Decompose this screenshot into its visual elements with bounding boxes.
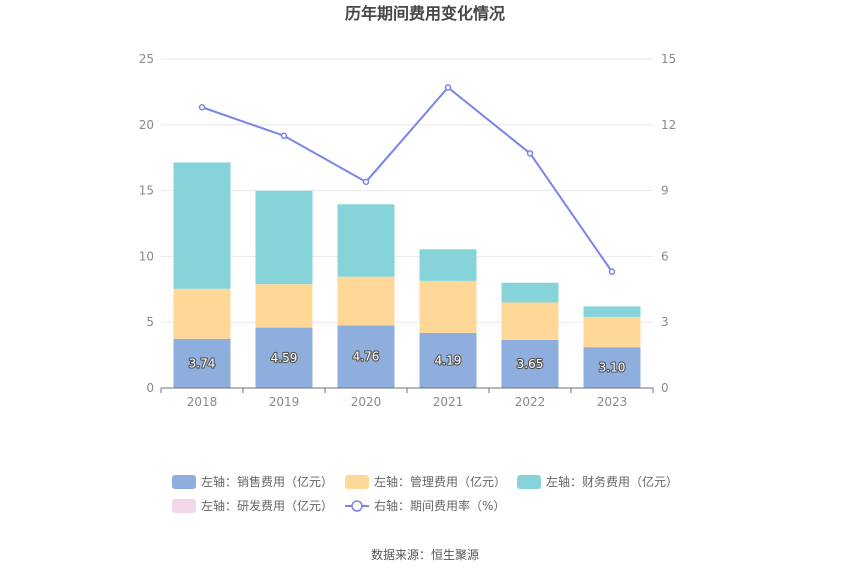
x-tick-label: 2020 (351, 395, 382, 409)
x-axis: 2018 2019 2020 2021 2022 2023 (160, 387, 654, 409)
bar-segment-s0[interactable] (419, 332, 477, 388)
bar-segment-s2[interactable] (419, 249, 477, 281)
rate-line-path (201, 86, 613, 273)
bar-segment-s1[interactable] (173, 288, 231, 339)
bar-segment-s2[interactable] (255, 190, 313, 285)
bar-segment-s0[interactable] (337, 325, 395, 388)
rate-line-point[interactable] (362, 178, 370, 186)
grid (161, 58, 653, 323)
chart-title: 历年期间费用变化情况 (345, 4, 505, 23)
rate-line-point[interactable] (198, 104, 206, 111)
rate-line-point[interactable] (608, 268, 616, 276)
legend-label[interactable]: 左轴：研发费用（亿元） (201, 498, 333, 513)
bar-segment-s0[interactable] (255, 327, 313, 388)
bar-segment-s1[interactable] (501, 302, 559, 340)
y-left-tick-label: 20 (139, 118, 154, 132)
legend-swatch[interactable] (172, 475, 196, 489)
y-left-tick-label: 15 (139, 184, 154, 198)
y-left-tick-label: 10 (139, 249, 154, 263)
legend-label[interactable]: 左轴：管理费用（亿元） (374, 474, 506, 489)
bar-segment-s1[interactable] (419, 280, 477, 333)
legend-label[interactable]: 左轴：销售费用（亿元） (201, 474, 333, 489)
bar-segment-s1[interactable] (255, 284, 313, 328)
y-right-tick-label: 6 (661, 249, 669, 263)
y-right-tick-label: 12 (661, 118, 676, 132)
rate-line (198, 84, 616, 276)
bar-data-label: 3.74 (189, 356, 216, 370)
x-tick-label: 2018 (187, 395, 218, 409)
x-tick-label: 2023 (597, 395, 628, 409)
legend-swatch[interactable] (345, 475, 369, 489)
rate-line-point[interactable] (526, 150, 534, 157)
bar-segment-s1[interactable] (337, 276, 395, 326)
bar-segment-s1[interactable] (583, 316, 641, 348)
y-right-tick-label: 3 (661, 315, 669, 329)
rate-line-point[interactable] (444, 84, 452, 91)
y-right-tick-label: 0 (661, 381, 669, 395)
bar-segment-s2[interactable] (501, 282, 559, 303)
y-axis-right: 0 3 6 9 12 15 (661, 52, 676, 395)
y-right-tick-label: 9 (661, 184, 669, 198)
y-left-tick-label: 5 (146, 315, 154, 329)
bar-data-label: 4.76 (353, 350, 380, 364)
y-left-tick-label: 0 (146, 381, 154, 395)
legend-swatch-marker[interactable] (351, 500, 363, 512)
data-source: 数据来源：恒生聚源 (371, 547, 479, 562)
legend-swatch[interactable] (517, 475, 541, 489)
bar-data-label: 4.59 (271, 351, 298, 365)
rate-line-point[interactable] (280, 132, 288, 140)
bar-segment-s0[interactable] (173, 338, 231, 388)
x-tick-label: 2022 (515, 395, 546, 409)
bar-data-label: 3.65 (517, 357, 544, 371)
y-axis-left: 0 5 10 15 20 25 (139, 52, 154, 395)
legend[interactable]: 左轴：销售费用（亿元） 左轴：管理费用（亿元） 左轴：财务费用（亿元） 左轴：研发费用… (172, 474, 678, 513)
bar-segment-s2[interactable] (583, 306, 641, 317)
bar-segment-s2[interactable] (337, 204, 395, 277)
legend-swatch[interactable] (172, 499, 196, 513)
y-right-tick-label: 15 (661, 52, 676, 66)
bar-segment-s2[interactable] (173, 162, 231, 289)
x-tick-label: 2019 (269, 395, 300, 409)
legend-label[interactable]: 左轴：财务费用（亿元） (546, 474, 678, 489)
bar-segment-s0[interactable] (501, 339, 559, 388)
bars: 3.74 4.59 4.76 4.19 3.65 3.10 (173, 162, 641, 388)
y-left-tick-label: 25 (139, 52, 154, 66)
bar-segment-s0[interactable] (583, 347, 641, 388)
bar-data-label: 4.19 (435, 353, 462, 367)
x-tick-label: 2021 (433, 395, 464, 409)
bar-data-label: 3.10 (599, 361, 626, 375)
legend-label[interactable]: 右轴：期间费用率（%） (374, 498, 505, 513)
